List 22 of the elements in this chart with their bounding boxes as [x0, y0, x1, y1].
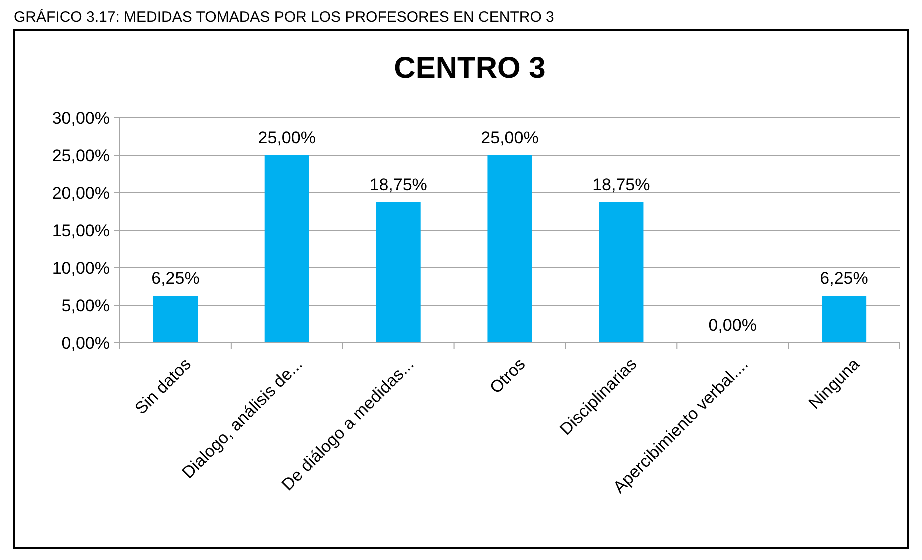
- y-tick-label: 30,00%: [52, 108, 110, 128]
- y-tick-label: 0,00%: [62, 334, 110, 353]
- data-label: 6,25%: [152, 269, 200, 288]
- data-label: 25,00%: [258, 128, 316, 148]
- y-tick-label: 5,00%: [62, 296, 110, 316]
- data-label: 18,75%: [592, 175, 650, 194]
- y-tick-label: 25,00%: [52, 146, 110, 166]
- data-label: 0,00%: [708, 316, 757, 335]
- bar: [264, 156, 310, 343]
- data-label: 6,25%: [820, 269, 868, 288]
- bar: [153, 296, 198, 343]
- text: GRÁFICO 3.17: MEDIDAS TOMADAS POR LOS PROFESORES EN CENTRO 3: [14, 8, 554, 26]
- bar: [822, 296, 867, 343]
- y-tick-label: 10,00%: [52, 258, 110, 278]
- bar: [488, 156, 532, 343]
- bar: [599, 202, 644, 343]
- bar: [376, 202, 421, 343]
- data-label: 18,75%: [370, 175, 428, 194]
- chart-title: CENTRO 3: [394, 52, 546, 85]
- y-tick-label: 15,00%: [52, 221, 110, 240]
- data-label: 25,00%: [481, 128, 539, 148]
- y-tick-label: 20,00%: [52, 184, 110, 203]
